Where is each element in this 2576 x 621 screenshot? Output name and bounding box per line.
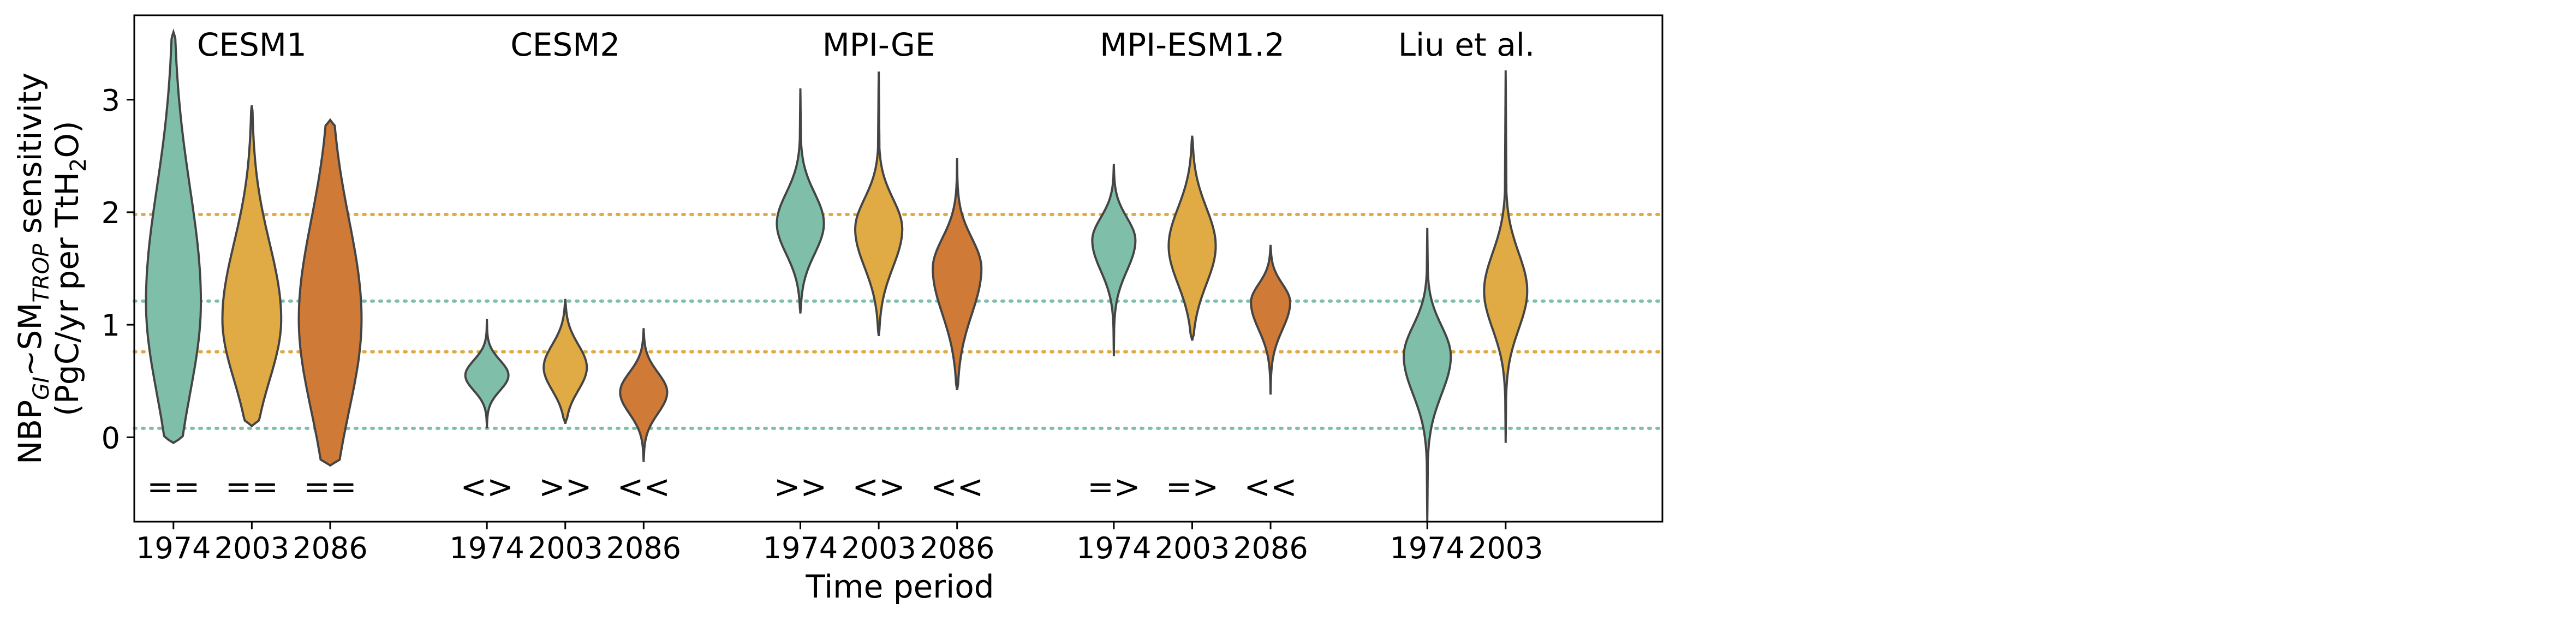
violin-mpi-ge-2086 [932, 158, 983, 390]
x-tick-label: 2003 [214, 531, 289, 565]
significance-marker: => [1166, 468, 1219, 505]
plot-frame [133, 14, 1663, 523]
x-tick-label: 1974 [449, 531, 524, 565]
y-axis-title-line1: NBPGI~SMTROP sensitivity [11, 73, 54, 464]
y-tick-label: 1 [102, 308, 120, 343]
violin-cesm1-2086 [297, 118, 363, 467]
group-label: MPI-GE [822, 26, 935, 63]
significance-marker: <> [461, 468, 514, 505]
significance-marker: == [147, 468, 200, 505]
group-label: CESM2 [510, 26, 620, 63]
significance-marker: <> [852, 468, 905, 505]
significance-marker: << [617, 468, 670, 505]
violin-mpi-esm1-2-2086 [1250, 244, 1291, 395]
x-tick-label: 2003 [1468, 531, 1543, 565]
x-tick-label: 1974 [763, 531, 838, 565]
violin-cesm2-2003 [542, 298, 588, 425]
x-tick-label: 2086 [920, 531, 994, 565]
x-tick-label: 2003 [1155, 531, 1230, 565]
significance-marker: == [225, 468, 278, 505]
violin-mpi-esm1-2-1974 [1091, 164, 1137, 356]
violin-mpi-esm1-2-2003 [1167, 135, 1217, 341]
y-tick-label: 3 [102, 83, 120, 118]
violin-mpi-ge-1974 [776, 88, 825, 314]
violins [145, 28, 1529, 522]
significance-marker: == [303, 468, 356, 505]
group-labels: CESM1 CESM2 MPI-GE MPI-ESM1.2 Liu et al. [197, 26, 1535, 63]
violin-cesm2-2086 [619, 328, 669, 462]
x-tick-label: 1974 [1390, 531, 1465, 565]
group-label: MPI-ESM1.2 [1100, 26, 1285, 63]
violin-liu-et-al--2003 [1483, 70, 1529, 443]
y-axis: 0 1 2 3 [102, 83, 134, 455]
x-tick-label: 2003 [841, 531, 916, 565]
x-axis-title: Time period [805, 568, 994, 605]
significance-markers: == == == <> >> << >> <> << => => << [147, 468, 1297, 505]
x-tick-label: 2003 [528, 531, 603, 565]
x-axis: 1974 2003 2086 1974 2003 2086 1974 2003 2086 1974… [136, 522, 1543, 565]
y-axis-title-line2: (PgC/yr per TtH2O) [49, 121, 91, 416]
violin-cesm2-1974 [464, 319, 510, 428]
significance-marker: << [1244, 468, 1297, 505]
y-axis-title: NBPGI~SMTROP sensitivity (PgC/yr per TtH… [11, 73, 91, 464]
x-tick-label: 2086 [293, 531, 367, 565]
violin-cesm1-2003 [221, 105, 283, 428]
x-tick-label: 1974 [1076, 531, 1151, 565]
x-tick-label: 2086 [606, 531, 681, 565]
group-label: Liu et al. [1398, 26, 1535, 63]
y-tick-label: 2 [102, 196, 120, 230]
significance-marker: => [1087, 468, 1140, 505]
violin-liu-et-al--1974 [1403, 228, 1452, 522]
x-tick-label: 2086 [1233, 531, 1308, 565]
significance-marker: >> [774, 468, 827, 505]
y-tick-label: 0 [102, 421, 120, 455]
group-label: CESM1 [197, 26, 307, 63]
x-tick-label: 1974 [136, 531, 211, 565]
significance-marker: >> [539, 468, 592, 505]
significance-marker: << [931, 468, 983, 505]
violin-cesm1-1974 [145, 28, 202, 444]
violin-mpi-ge-2003 [854, 71, 904, 336]
